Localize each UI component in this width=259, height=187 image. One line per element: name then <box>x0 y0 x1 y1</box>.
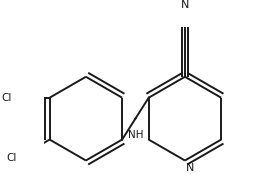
Text: Cl: Cl <box>7 153 17 163</box>
Text: NH: NH <box>128 130 143 140</box>
Text: N: N <box>186 163 195 173</box>
Text: N: N <box>181 0 189 10</box>
Text: Cl: Cl <box>2 93 12 103</box>
